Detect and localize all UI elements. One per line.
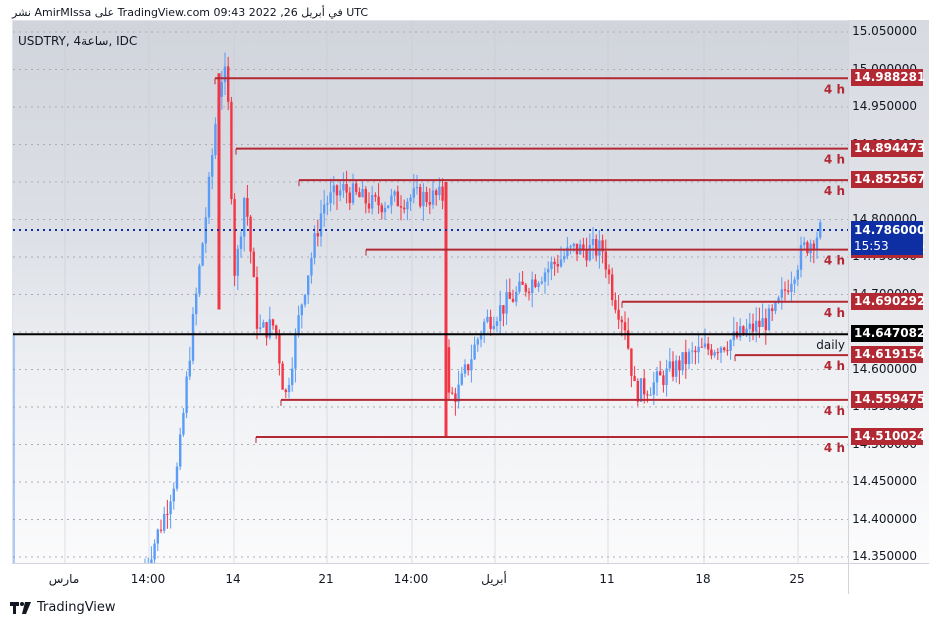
- time-tick: مارس: [48, 572, 80, 586]
- svg-text:4 h: 4 h: [824, 404, 845, 418]
- price-tick: 14.600000: [852, 361, 917, 376]
- axis-corner: [848, 563, 929, 594]
- level-price-badge: 14.894473: [851, 139, 925, 157]
- chart-pane[interactable]: 4 h 4 h 4 h 4 h 4 h daily 4 h 4 h 4 h: [12, 20, 849, 564]
- svg-text:4 h: 4 h: [824, 184, 845, 198]
- price-axis[interactable]: 15.05000015.00000014.95000014.90000014.8…: [848, 20, 929, 563]
- time-axis[interactable]: مارس 14:00 14 21 14:00 أبريل 11 18 25: [12, 563, 848, 594]
- level-price-badge: 14.619154: [851, 346, 925, 364]
- publish-header: نشر AmirMIssa على TradingView.com 09:43 …: [12, 6, 369, 19]
- time-tick: 21: [318, 572, 334, 586]
- level-price-badge: 14.647082: [851, 325, 925, 343]
- time-tick: 11: [599, 572, 615, 586]
- time-tick: 14:00: [130, 572, 166, 586]
- bar-countdown: 15:53: [854, 239, 889, 253]
- price-tick: 14.400000: [852, 511, 917, 526]
- candlestick-plot: 4 h 4 h 4 h 4 h 4 h daily 4 h 4 h 4 h: [13, 21, 849, 564]
- price-tick: 14.350000: [852, 549, 917, 563]
- time-tick: 18: [695, 572, 711, 586]
- price-tick: 14.450000: [852, 474, 917, 488]
- tradingview-logo-icon: [10, 601, 31, 614]
- level-price-badge: 14.988281: [851, 69, 925, 87]
- current-price: 14.786000: [854, 223, 926, 237]
- level-price-badge: 14.559475: [851, 390, 925, 408]
- tradingview-logo[interactable]: TradingView: [10, 600, 116, 615]
- time-tick: 14:00: [393, 572, 429, 586]
- level-price-badge: 14.690292: [851, 292, 925, 310]
- svg-text:4 h: 4 h: [824, 153, 845, 167]
- price-tick: 15.050000: [852, 24, 917, 38]
- time-tick: 25: [789, 572, 805, 586]
- time-tick: أبريل: [481, 572, 507, 586]
- svg-text:4 h: 4 h: [824, 82, 845, 96]
- svg-text:4 h: 4 h: [824, 441, 845, 455]
- svg-text:4 h: 4 h: [824, 306, 845, 320]
- level-price-badge: 14.510024: [851, 427, 925, 445]
- brand-name: TradingView: [37, 600, 116, 615]
- current-price-badge: 14.786000 15:53: [851, 221, 926, 255]
- svg-text:4 h: 4 h: [824, 254, 845, 268]
- level-price-badge: 14.852567: [851, 171, 925, 189]
- symbol-legend[interactable]: USDTRY, 4ساعة, IDC: [18, 34, 138, 48]
- price-tick: 14.950000: [852, 99, 917, 113]
- time-tick: 14: [225, 572, 241, 586]
- svg-text:4 h: 4 h: [824, 359, 845, 373]
- svg-text:daily: daily: [816, 338, 845, 352]
